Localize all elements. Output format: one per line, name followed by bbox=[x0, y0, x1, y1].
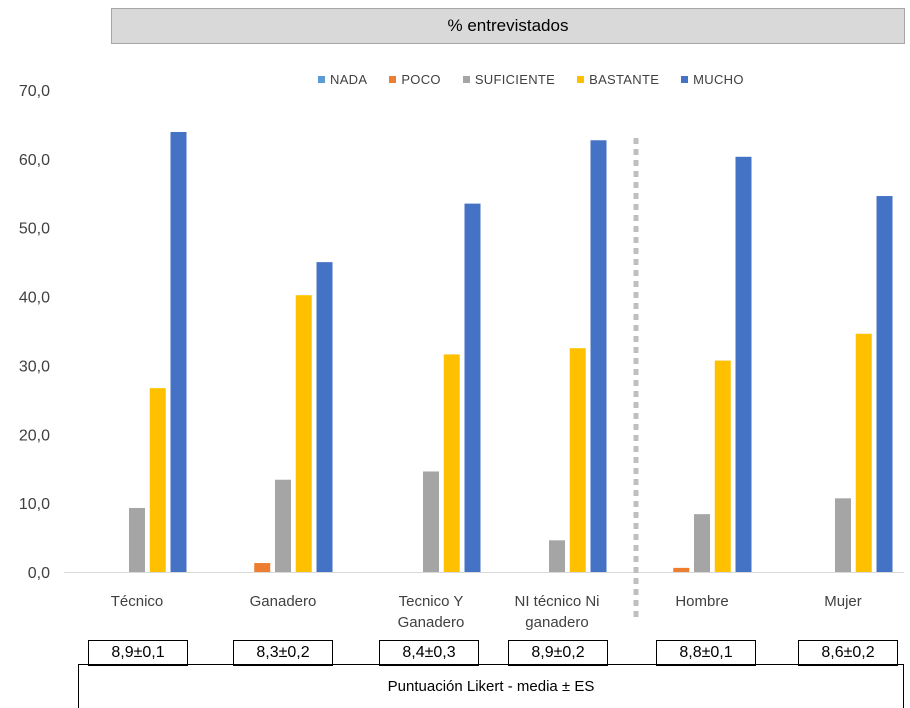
y-tick-label: 10,0 bbox=[19, 496, 50, 513]
score-box: 8,9±0,1 bbox=[88, 640, 188, 666]
bar bbox=[694, 514, 710, 572]
legend-item-nada: NADA bbox=[318, 72, 367, 87]
bar bbox=[876, 196, 893, 573]
legend-swatch bbox=[389, 76, 397, 83]
x-tick-label: Ganadero bbox=[398, 614, 465, 631]
legend-label: SUFICIENTE bbox=[474, 72, 556, 87]
legend-item-poco: POCO bbox=[389, 72, 441, 87]
bar bbox=[295, 295, 312, 572]
bar bbox=[714, 360, 731, 572]
bar bbox=[590, 140, 607, 572]
bar bbox=[316, 262, 333, 572]
bar-chart: 0,0 10,0 20,0 30,0 40,0 50,0 60,0 70,0 Técnico Ga… bbox=[19, 83, 904, 631]
x-tick-label: Hombre bbox=[675, 593, 728, 610]
bar bbox=[254, 563, 271, 572]
x-tick-label: Técnico bbox=[111, 593, 164, 610]
bar bbox=[464, 203, 481, 572]
legend: NADA POCO SUFICIENTE BASTANTE MUCHO bbox=[318, 72, 744, 87]
legend-label: POCO bbox=[401, 72, 441, 87]
bar bbox=[835, 498, 851, 572]
legend-swatch bbox=[681, 76, 689, 83]
bar bbox=[443, 354, 460, 572]
y-tick-label: 50,0 bbox=[19, 221, 50, 238]
score-box: 8,6±0,2 bbox=[798, 640, 898, 666]
score-box: 8,3±0,2 bbox=[233, 640, 333, 666]
score-box: 8,9±0,2 bbox=[508, 640, 608, 666]
legend-swatch bbox=[462, 76, 470, 83]
x-tick-label: Tecnico Y bbox=[399, 593, 464, 610]
x-tick-label: ganadero bbox=[525, 614, 588, 631]
score-box: 8,8±0,1 bbox=[656, 640, 756, 666]
legend-swatch bbox=[318, 76, 325, 83]
bar bbox=[569, 348, 586, 572]
y-tick-label: 40,0 bbox=[19, 290, 50, 307]
bar bbox=[549, 540, 565, 572]
bar bbox=[149, 388, 166, 572]
bar bbox=[129, 507, 145, 572]
chart-title: % entrevistados bbox=[111, 8, 905, 44]
x-tick-label: Ganadero bbox=[250, 593, 317, 610]
bar bbox=[735, 156, 752, 572]
y-tick-label: 0,0 bbox=[28, 565, 50, 582]
y-tick-label: 20,0 bbox=[19, 427, 50, 444]
y-tick-label: 30,0 bbox=[19, 358, 50, 375]
legend-item-bastante: BASTANTE bbox=[577, 72, 659, 87]
bar bbox=[855, 333, 872, 572]
legend-label: MUCHO bbox=[693, 72, 744, 87]
y-tick-label: 60,0 bbox=[19, 152, 50, 169]
bar bbox=[673, 567, 690, 572]
bar bbox=[423, 471, 439, 572]
y-tick-label: 70,0 bbox=[19, 83, 50, 100]
x-tick-label: Mujer bbox=[824, 593, 862, 610]
legend-item-mucho: MUCHO bbox=[681, 72, 744, 87]
score-box: 8,4±0,3 bbox=[379, 640, 479, 666]
legend-label: BASTANTE bbox=[589, 72, 660, 87]
legend-item-suficiente: SUFICIENTE bbox=[462, 72, 556, 87]
likert-footer: Puntuación Likert - media ± ES bbox=[78, 664, 904, 708]
bar bbox=[275, 479, 291, 572]
legend-label: NADA bbox=[330, 72, 368, 87]
x-tick-label: NI técnico Ni bbox=[514, 593, 599, 610]
bar bbox=[170, 132, 187, 572]
legend-swatch bbox=[577, 76, 585, 83]
